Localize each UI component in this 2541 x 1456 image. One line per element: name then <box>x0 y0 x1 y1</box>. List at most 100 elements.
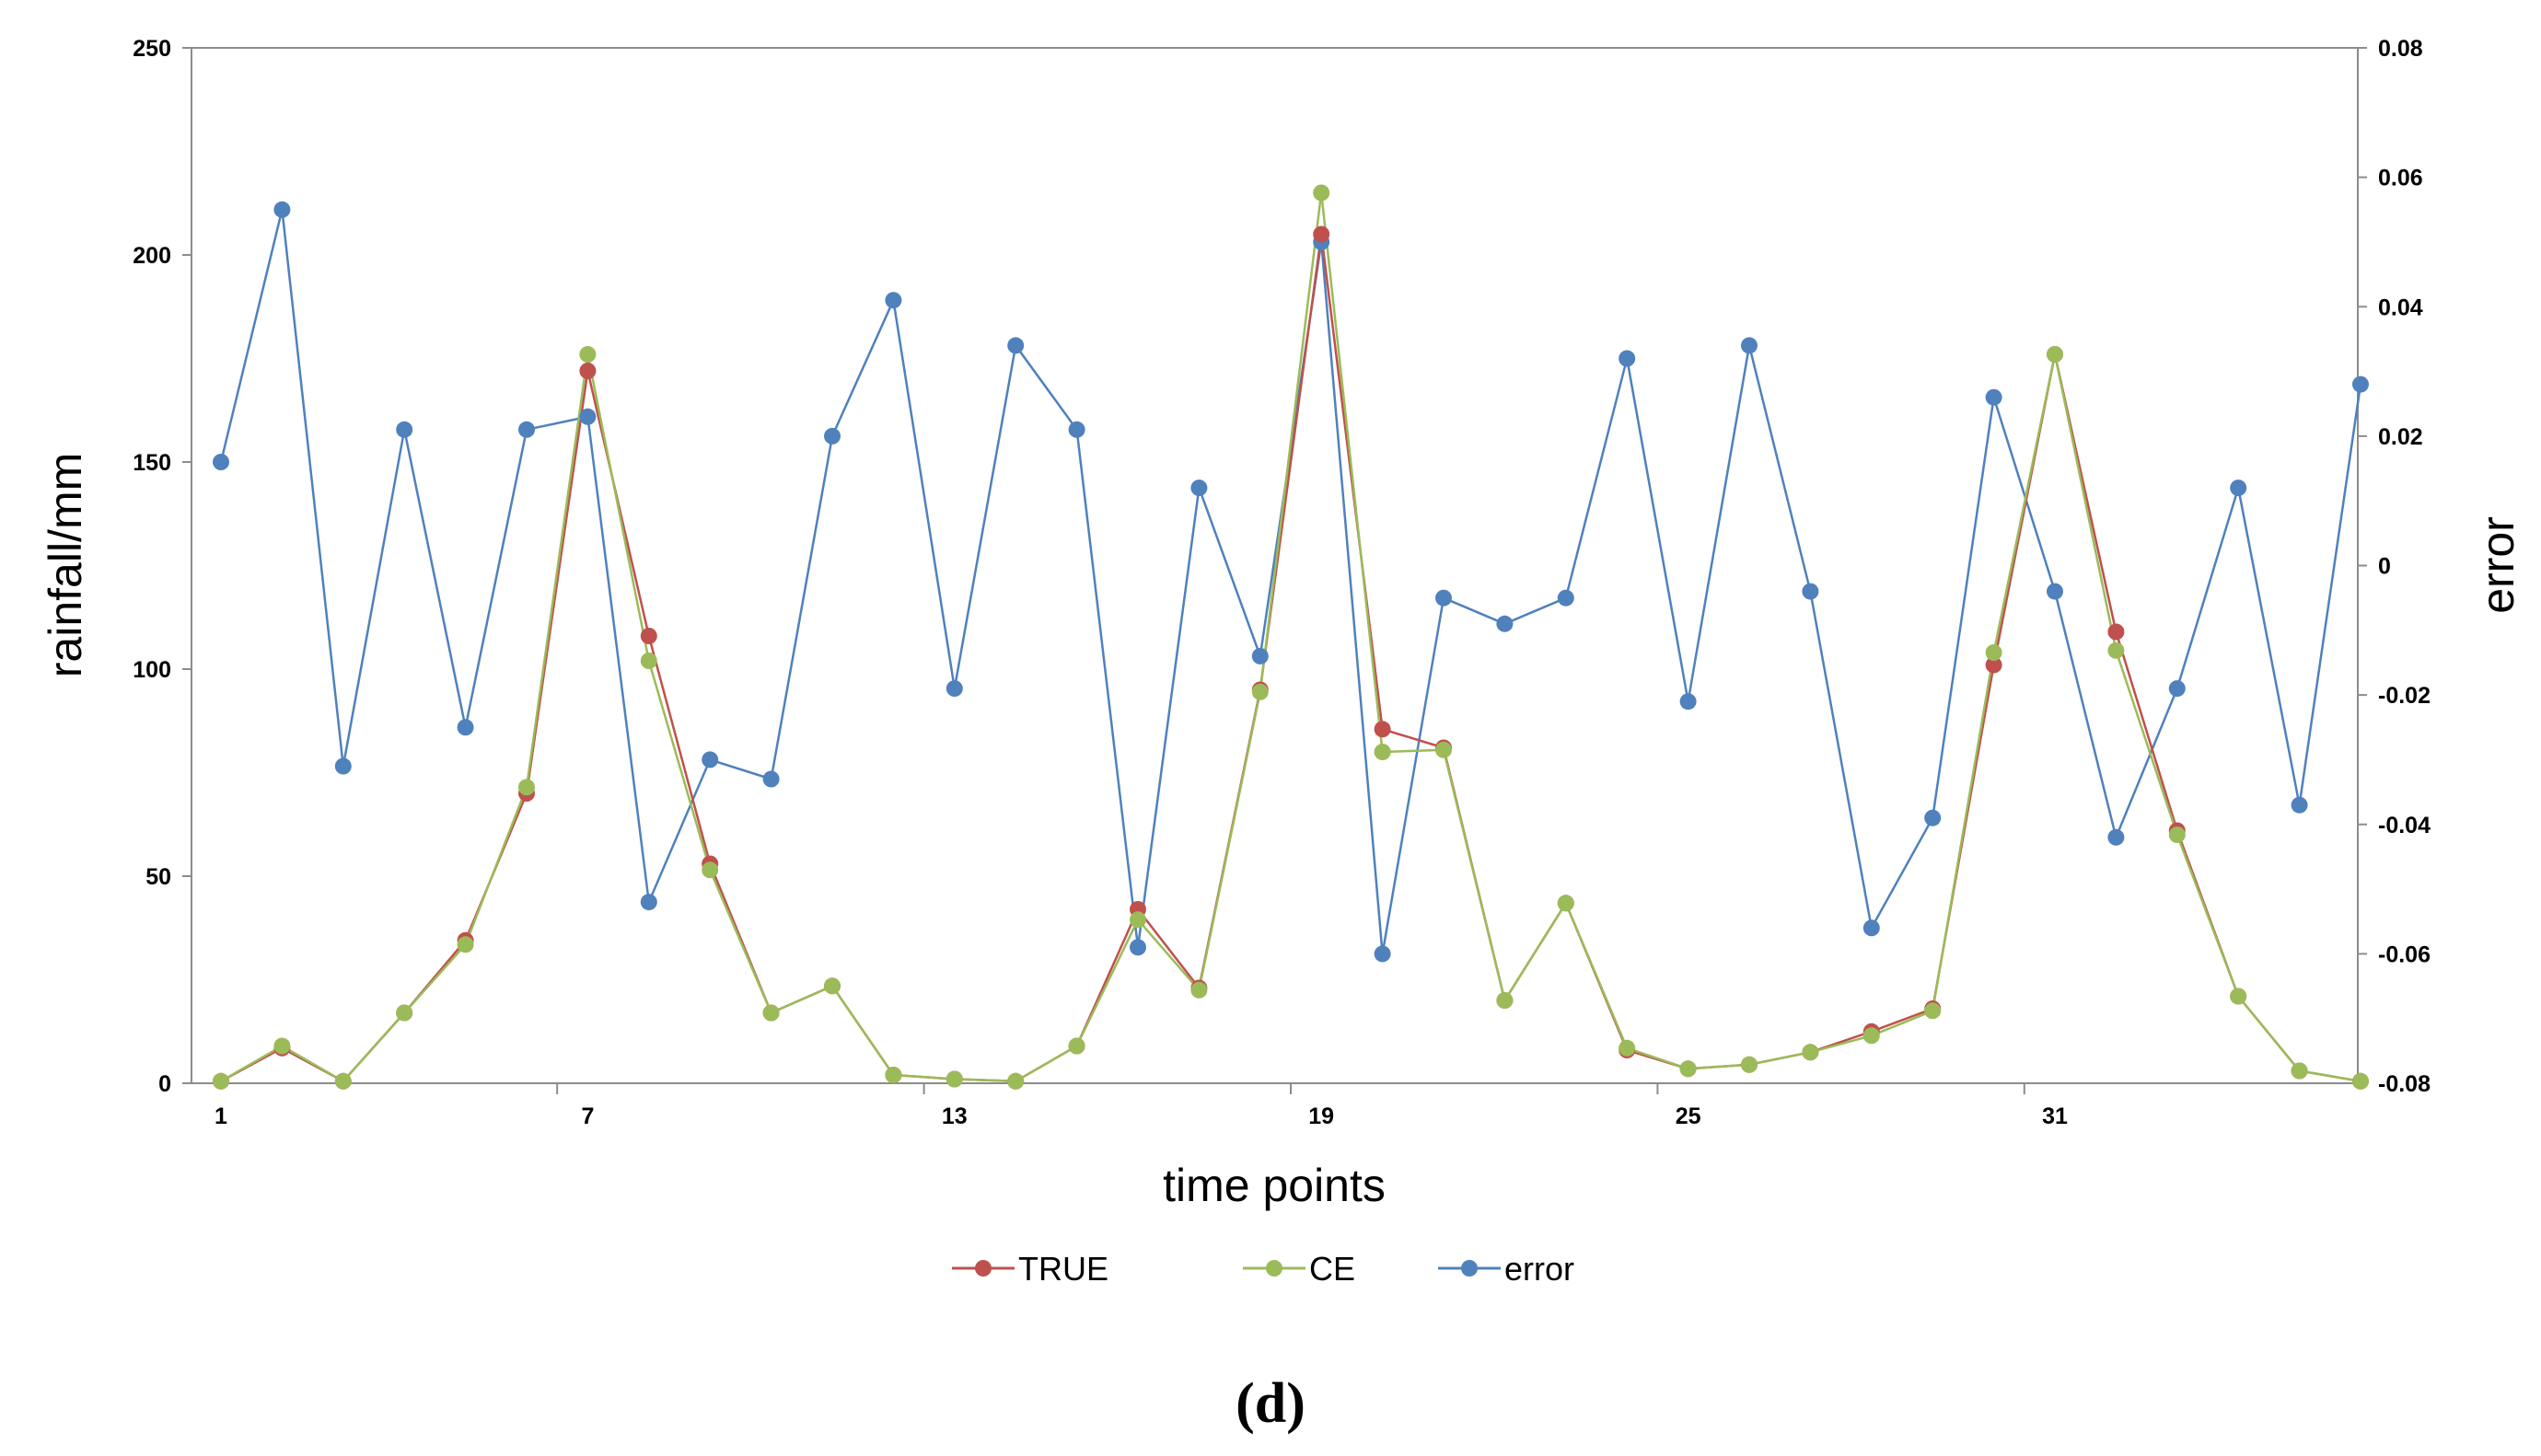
y2-axis-title: error <box>2472 516 2524 614</box>
ce-data-point <box>1557 895 1574 912</box>
true-legend-label: TRUE <box>1018 1250 1108 1288</box>
ce-data-point <box>457 936 474 953</box>
error-data-point <box>1985 388 2002 406</box>
ce-data-point <box>579 346 597 363</box>
ce-data-point <box>885 1067 902 1083</box>
ce-legend-marker <box>1266 1260 1282 1277</box>
error-data-point <box>1619 350 1636 367</box>
y-axis-title: rainfall/mm <box>40 453 91 677</box>
ce-data-point <box>702 861 719 879</box>
ce-data-point <box>1313 184 1330 202</box>
true-data-point <box>1374 721 1391 738</box>
ce-data-point <box>1190 981 1208 999</box>
error-data-point <box>457 719 474 736</box>
ce-data-point <box>1007 1072 1025 1090</box>
series-points <box>213 184 2369 1090</box>
x-tick-label: 1 <box>215 1104 227 1129</box>
legend: TRUE CE error <box>952 1250 1574 1288</box>
true-series-line <box>220 233 2361 1083</box>
ce-data-point <box>334 1072 352 1090</box>
error-data-point <box>1679 693 1697 711</box>
error-data-point <box>1130 939 1146 956</box>
ce-data-point <box>2230 988 2247 1005</box>
y-tick-label: 100 <box>133 657 171 683</box>
error-data-point <box>273 201 291 218</box>
ce-data-point <box>762 1004 780 1022</box>
error-data-point <box>2047 583 2063 600</box>
true-data-point <box>1313 225 1330 243</box>
true-data-point <box>1985 656 2002 674</box>
ce-series-line <box>220 191 2361 1083</box>
error-data-point <box>2107 828 2125 846</box>
error-data-point <box>518 421 535 438</box>
error-data-point <box>1435 589 1452 607</box>
ce-data-point <box>1130 911 1146 929</box>
x-tick-label: 19 <box>1308 1104 1334 1129</box>
ce-data-point <box>1924 1002 1942 1020</box>
ce-data-point <box>640 653 657 669</box>
true-data-point <box>640 628 657 644</box>
y-tick-label: 150 <box>133 450 171 476</box>
error-data-point <box>1557 589 1574 607</box>
error-data-point <box>946 680 963 698</box>
error-data-point <box>334 757 352 775</box>
error-data-point <box>213 454 229 470</box>
ce-data-point <box>1679 1060 1697 1078</box>
y2-tick-label: -0.04 <box>2378 813 2431 838</box>
ce-data-point <box>946 1070 963 1088</box>
ce-data-point <box>1068 1037 1085 1055</box>
error-data-point <box>1007 337 1025 354</box>
x-axis-ticks: 1 7 13 19 25 31 <box>215 1083 2068 1129</box>
error-data-point <box>1068 421 1085 438</box>
y2-tick-label: 0.04 <box>2378 295 2423 320</box>
ce-data-point <box>1985 644 2002 661</box>
ce-data-point <box>1496 992 1514 1009</box>
error-data-point <box>640 894 657 911</box>
error-series-line <box>219 208 2362 955</box>
error-data-point <box>1862 919 1880 937</box>
ce-data-point <box>2107 641 2125 659</box>
ce-data-point <box>1374 744 1391 760</box>
error-data-point <box>1802 583 1819 600</box>
error-data-point <box>2230 480 2247 497</box>
ce-data-point <box>1741 1056 1758 1073</box>
y2-tick-label: 0.06 <box>2378 166 2423 191</box>
error-legend-label: error <box>1504 1250 1574 1288</box>
ce-data-point <box>2291 1062 2308 1080</box>
right-y-axis-ticks: -0.08 -0.06 -0.04 -0.02 0 0.02 0.04 0.06 0.08 <box>2358 36 2431 1097</box>
error-legend-marker <box>1461 1260 1478 1277</box>
ce-data-point <box>396 1004 413 1022</box>
series-lines <box>219 191 2362 1083</box>
ce-legend-label: CE <box>1309 1250 1355 1288</box>
left-y-axis-ticks: 0 50 100 150 200 250 <box>133 36 191 1097</box>
y2-tick-label: 0.08 <box>2378 36 2423 62</box>
y2-tick-label: 0 <box>2378 554 2391 580</box>
ce-data-point <box>273 1037 291 1055</box>
ce-data-point <box>518 779 535 796</box>
ce-data-point <box>2352 1072 2369 1090</box>
x-axis-title: time points <box>1163 1160 1386 1211</box>
y2-tick-label: 0.02 <box>2378 424 2423 450</box>
ce-data-point <box>2047 346 2063 363</box>
panel-label: (d) <box>1236 1372 1305 1435</box>
ce-data-point <box>1435 741 1452 758</box>
error-data-point <box>824 427 841 445</box>
true-data-point <box>579 363 597 379</box>
error-data-point <box>1924 809 1942 826</box>
true-data-point <box>2107 623 2125 641</box>
error-data-point <box>579 408 597 425</box>
y2-tick-label: -0.06 <box>2378 942 2431 967</box>
error-data-point <box>1496 615 1514 632</box>
ce-data-point <box>213 1072 229 1090</box>
error-data-point <box>762 770 780 788</box>
error-data-point <box>2352 376 2369 393</box>
x-tick-label: 7 <box>581 1104 594 1129</box>
y2-tick-label: -0.02 <box>2378 683 2431 709</box>
ce-data-point <box>1802 1044 1819 1061</box>
ce-data-point <box>1862 1027 1880 1045</box>
error-data-point <box>1251 647 1269 664</box>
error-data-point <box>702 751 719 768</box>
error-data-point <box>1190 480 1208 497</box>
y-tick-label: 200 <box>133 243 171 269</box>
